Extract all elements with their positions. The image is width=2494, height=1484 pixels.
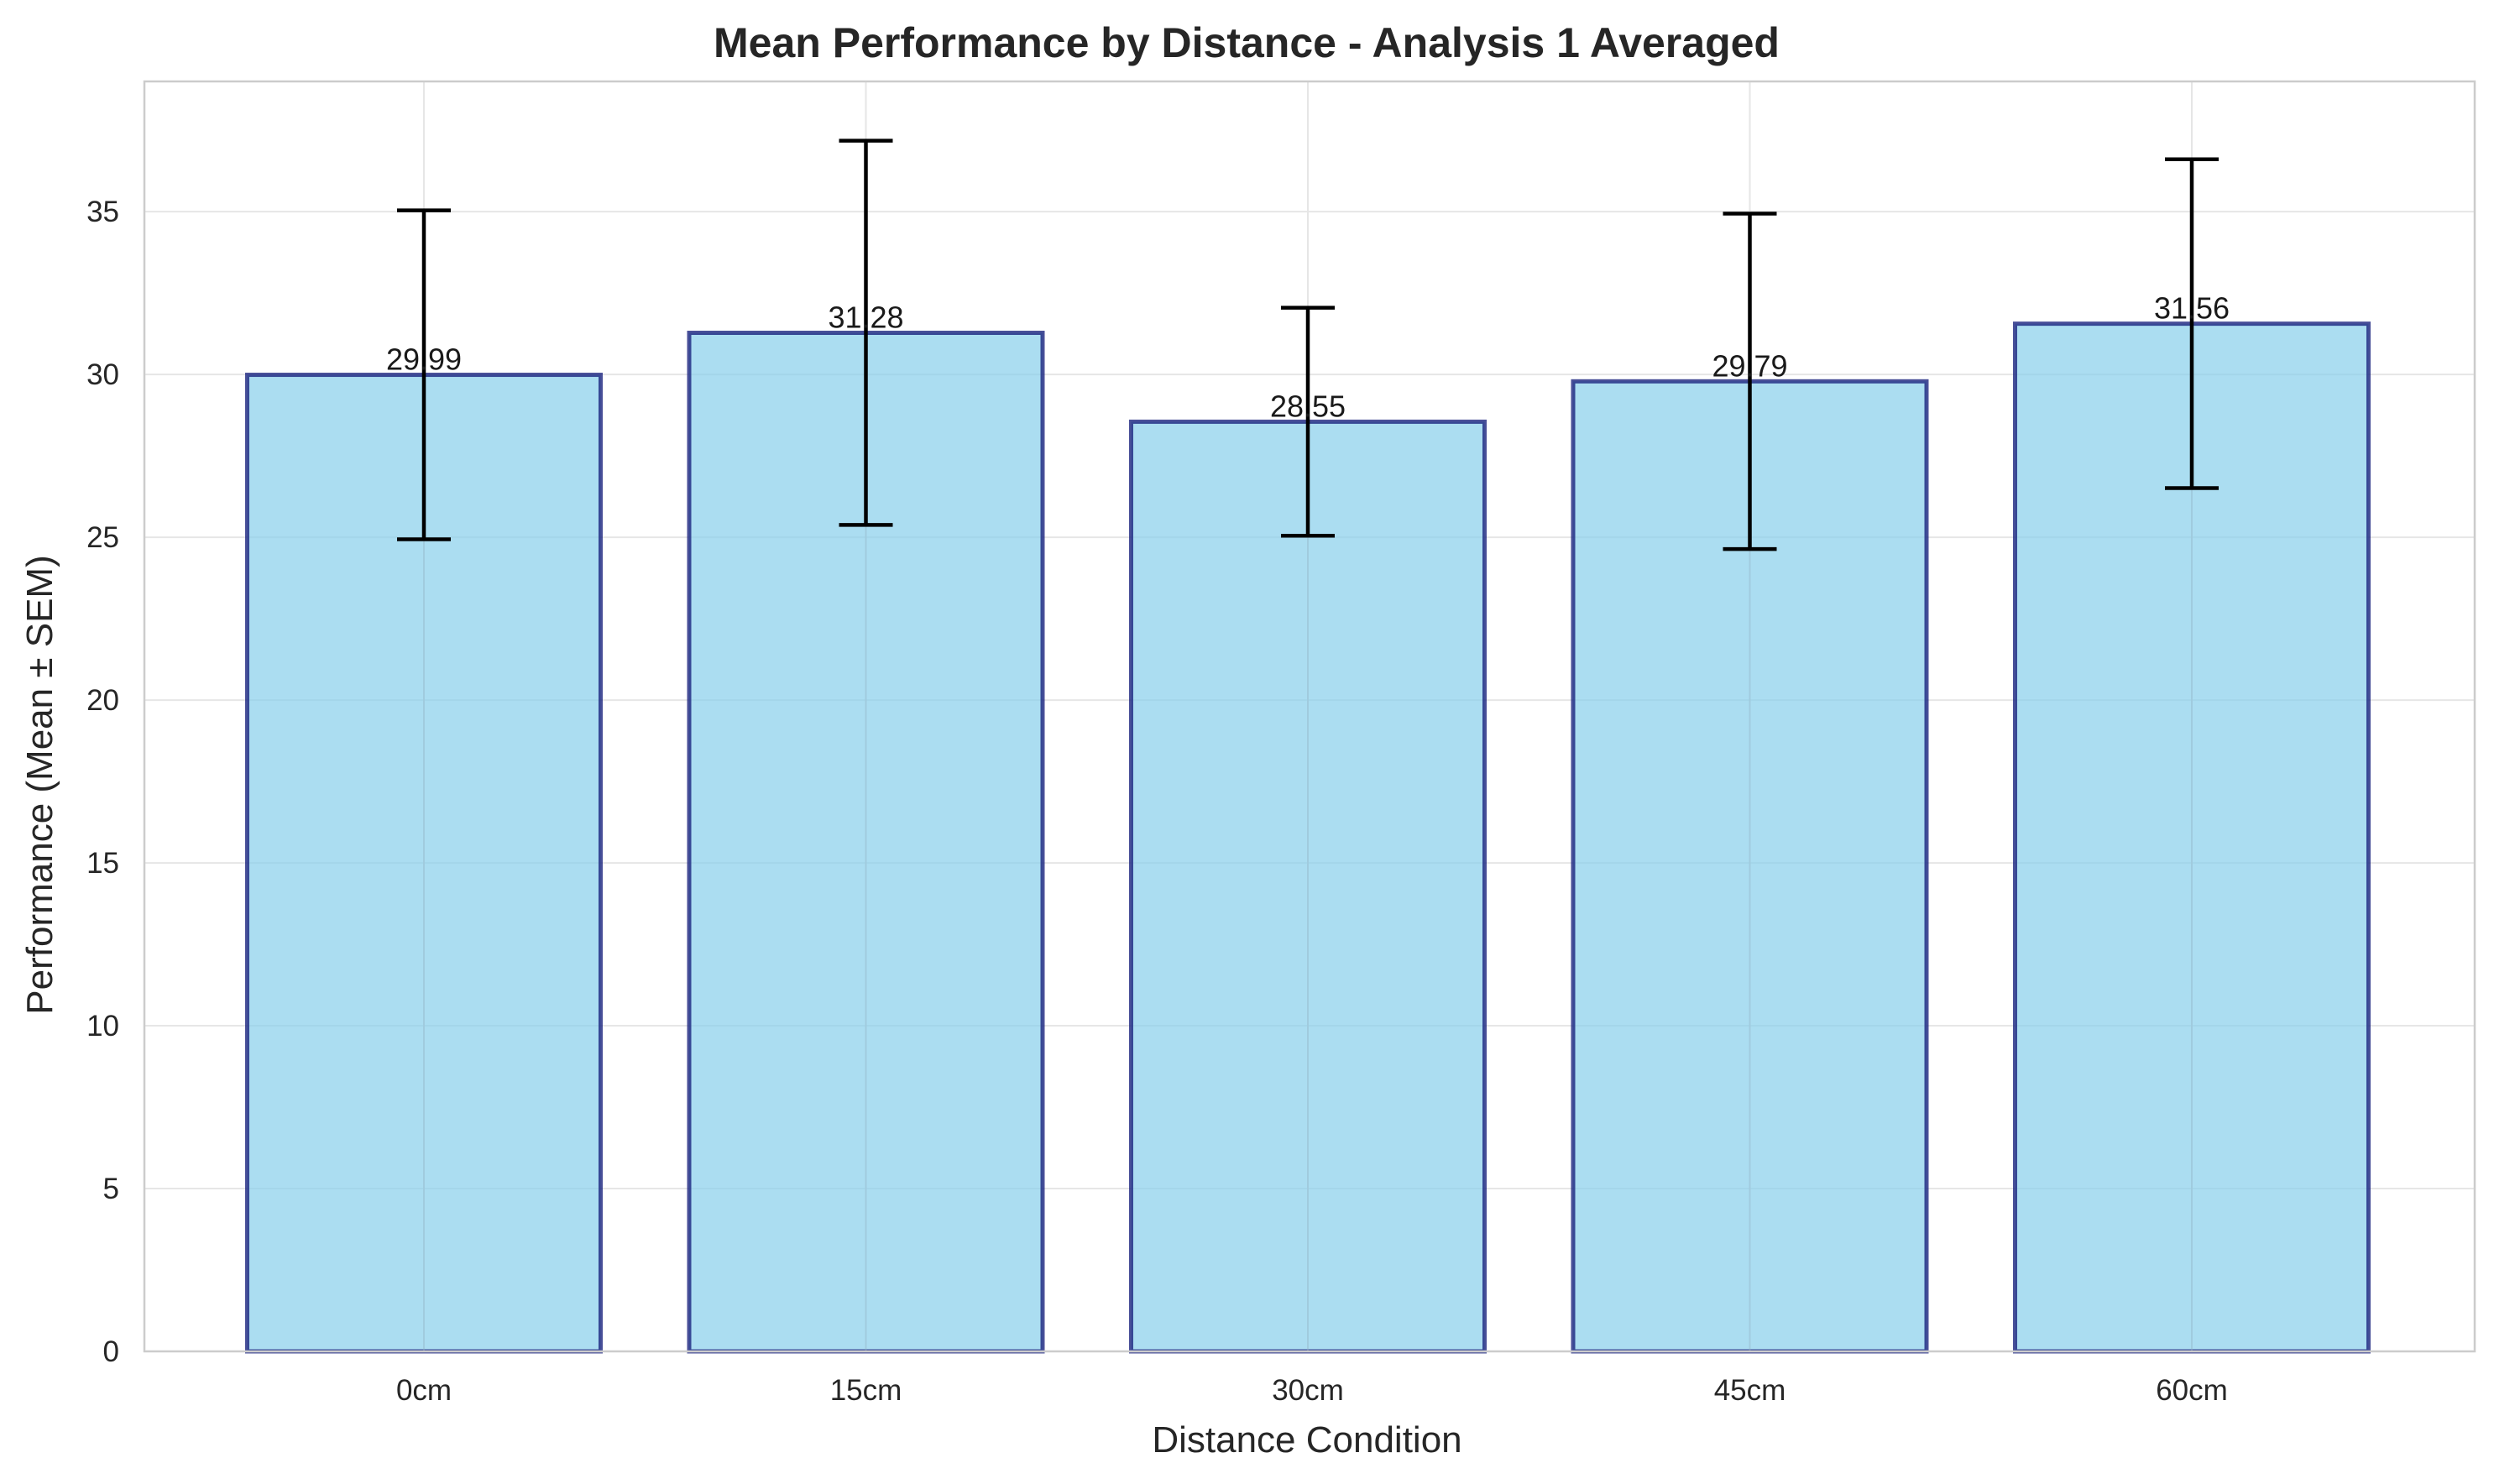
y-tick-label: 0 xyxy=(103,1335,119,1368)
value-label-0cm: 29.99 xyxy=(386,342,462,377)
y-tick-label: 15 xyxy=(86,847,119,880)
y-axis-label: Performance (Mean ± SEM) xyxy=(19,555,60,1014)
x-tick-label: 30cm xyxy=(1272,1374,1344,1407)
x-tick-label: 15cm xyxy=(830,1374,902,1407)
x-tick-label: 0cm xyxy=(396,1374,452,1407)
error-bar-0cm xyxy=(397,208,451,541)
error-bar-45cm xyxy=(1723,212,1777,551)
chart-title: Mean Performance by Distance - Analysis … xyxy=(714,19,1780,66)
y-tick-label: 5 xyxy=(103,1173,119,1205)
bar-layer xyxy=(245,321,2371,1354)
value-label-30cm: 28.55 xyxy=(1270,389,1346,423)
y-tick-label: 10 xyxy=(86,1010,119,1042)
error-bar-60cm xyxy=(2165,157,2219,490)
value-label-15cm: 31.28 xyxy=(828,300,903,334)
plot-frame xyxy=(143,80,2476,1353)
y-tick-label: 20 xyxy=(86,684,119,717)
y-tick-label: 25 xyxy=(86,521,119,554)
x-tick-label: 60cm xyxy=(2156,1374,2228,1407)
value-label-45cm: 29.79 xyxy=(1712,348,1787,383)
x-axis-label: Distance Condition xyxy=(1152,1419,1461,1460)
y-tick-label: 35 xyxy=(86,196,119,228)
tick-label-layer: 0 5 10 15 20 25 30 35 0cm 15cm 30cm 45cm 60cm xyxy=(86,196,2228,1407)
bar-60cm xyxy=(2013,321,2371,1354)
value-label-60cm: 31.56 xyxy=(2154,291,2230,326)
value-label-layer: 29.99 31.28 28.55 29.79 31.56 xyxy=(386,291,2230,424)
x-tick-label: 45cm xyxy=(1714,1374,1786,1407)
error-bar-15cm xyxy=(839,138,893,527)
error-bar-layer xyxy=(397,138,2219,551)
y-tick-label: 30 xyxy=(86,358,119,391)
error-bar-30cm xyxy=(1281,306,1335,538)
